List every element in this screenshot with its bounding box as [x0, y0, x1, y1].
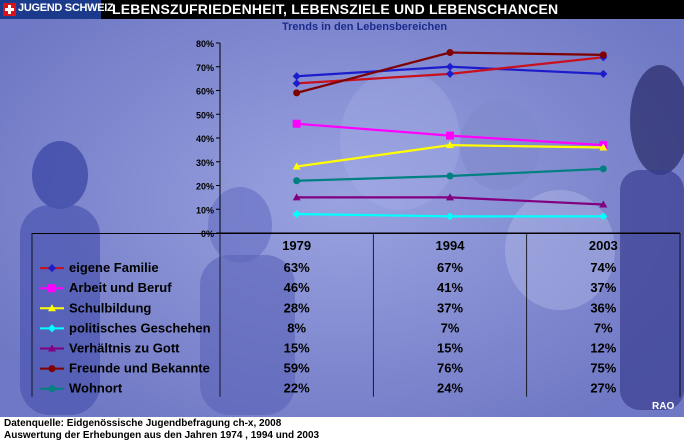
data-label: 7%	[441, 320, 460, 335]
chart-title: Trends in den Lebensbereichen	[282, 21, 447, 33]
data-point	[292, 210, 301, 218]
series-6: Wohnort 22% 24% 27%	[40, 165, 617, 396]
data-point	[293, 177, 301, 185]
swiss-flag-icon	[3, 3, 16, 16]
data-label: 76%	[437, 361, 463, 376]
data-point	[599, 212, 608, 221]
brand-text: JUGEND SCHWEIZ	[18, 2, 114, 14]
legend-marker	[48, 324, 56, 333]
data-label: 41%	[437, 280, 463, 295]
y-tick-label: 80%	[196, 39, 214, 49]
line-chart: Trends in den Lebensbereichen0%10%20%30%…	[31, 21, 681, 397]
brand-logo: JUGEND SCHWEIZ	[0, 0, 114, 19]
legend-marker	[48, 385, 56, 393]
y-tick-label: 70%	[196, 63, 214, 73]
data-label: 28%	[284, 300, 310, 315]
data-label: 75%	[590, 361, 616, 376]
data-point	[446, 62, 454, 71]
series-3: politisches Geschehen 8% 7% 7%	[40, 210, 613, 335]
data-point	[599, 51, 607, 59]
legend-label: Schulbildung	[69, 300, 151, 315]
footer-note: Auswertung der Erhebungen aus den Jahren…	[4, 430, 320, 441]
y-tick-label: 20%	[196, 182, 214, 192]
data-label: 59%	[284, 361, 310, 376]
data-label: 36%	[590, 300, 616, 315]
data-point	[446, 193, 454, 201]
data-point	[446, 212, 454, 221]
data-label: 15%	[284, 341, 310, 356]
series-2: Schulbildung 28% 37% 36%	[40, 141, 617, 315]
data-point	[446, 172, 454, 180]
legend-label: eigene Familie	[69, 260, 159, 275]
data-label: 12%	[590, 341, 616, 356]
y-tick-label: 10%	[196, 205, 214, 215]
watermark: RAO	[652, 401, 675, 412]
data-label: 37%	[590, 280, 616, 295]
data-label: 67%	[437, 260, 463, 275]
data-label: 63%	[284, 260, 310, 275]
legend-label: politisches Geschehen	[69, 320, 211, 335]
x-tick-label: 2003	[589, 238, 618, 253]
x-tick-label: 1979	[282, 238, 311, 253]
data-point	[446, 131, 454, 140]
legend-marker	[48, 304, 56, 312]
series-1: Arbeit und Beruf 46% 41% 37%	[40, 119, 617, 295]
footer-source: Datenquelle: Eidgenössische Jugendbefrag…	[4, 418, 282, 429]
legend-label: Arbeit und Beruf	[69, 280, 172, 295]
data-point	[292, 193, 301, 201]
table-top-border	[32, 233, 680, 234]
series-0: eigene Familie 63% 67% 74%	[40, 53, 617, 275]
title-bar: JUGEND SCHWEIZ LEBENSZUFRIEDENHEIT, LEBE…	[0, 0, 684, 19]
series-4: Verhältnis zu Gott 15% 15% 12%	[40, 193, 617, 356]
y-tick-label: 50%	[196, 110, 214, 120]
extra-series-line	[292, 62, 608, 81]
page-title: LEBENSZUFRIEDENHEIT, LEBENSZIELE UND LEB…	[112, 1, 559, 17]
data-point	[292, 119, 301, 128]
y-tick-label: 30%	[196, 158, 214, 168]
series-5: Freunde und Bekannte 59% 76% 75%	[40, 49, 617, 376]
data-label: 8%	[287, 320, 306, 335]
data-label: 46%	[284, 280, 310, 295]
data-label: 27%	[590, 381, 616, 396]
data-label: 24%	[437, 381, 463, 396]
data-label: 37%	[437, 300, 463, 315]
data-point	[599, 200, 608, 208]
legend-marker	[48, 284, 56, 293]
data-label: 74%	[590, 260, 616, 275]
data-label: 22%	[284, 381, 310, 396]
y-tick-label: 60%	[196, 87, 214, 97]
series-line	[296, 144, 604, 168]
data-point	[599, 165, 607, 173]
legend-marker	[48, 344, 56, 352]
data-point	[292, 162, 301, 170]
legend-marker	[48, 365, 56, 373]
legend-marker	[48, 264, 56, 273]
y-tick-label: 40%	[196, 134, 214, 144]
x-tick-label: 1994	[436, 238, 466, 253]
footer: Datenquelle: Eidgenössische Jugendbefrag…	[0, 417, 684, 444]
data-point	[292, 79, 301, 88]
data-label: 15%	[437, 341, 463, 356]
data-point	[446, 69, 454, 78]
legend-label: Wohnort	[69, 381, 123, 396]
data-point	[446, 49, 454, 56]
data-point	[446, 141, 454, 149]
data-point	[292, 72, 301, 81]
data-point	[293, 89, 301, 97]
data-point	[599, 143, 608, 151]
data-point	[599, 69, 608, 78]
data-label: 7%	[594, 320, 613, 335]
legend-label: Verhältnis zu Gott	[69, 341, 180, 356]
legend-label: Freunde und Bekannte	[69, 361, 210, 376]
